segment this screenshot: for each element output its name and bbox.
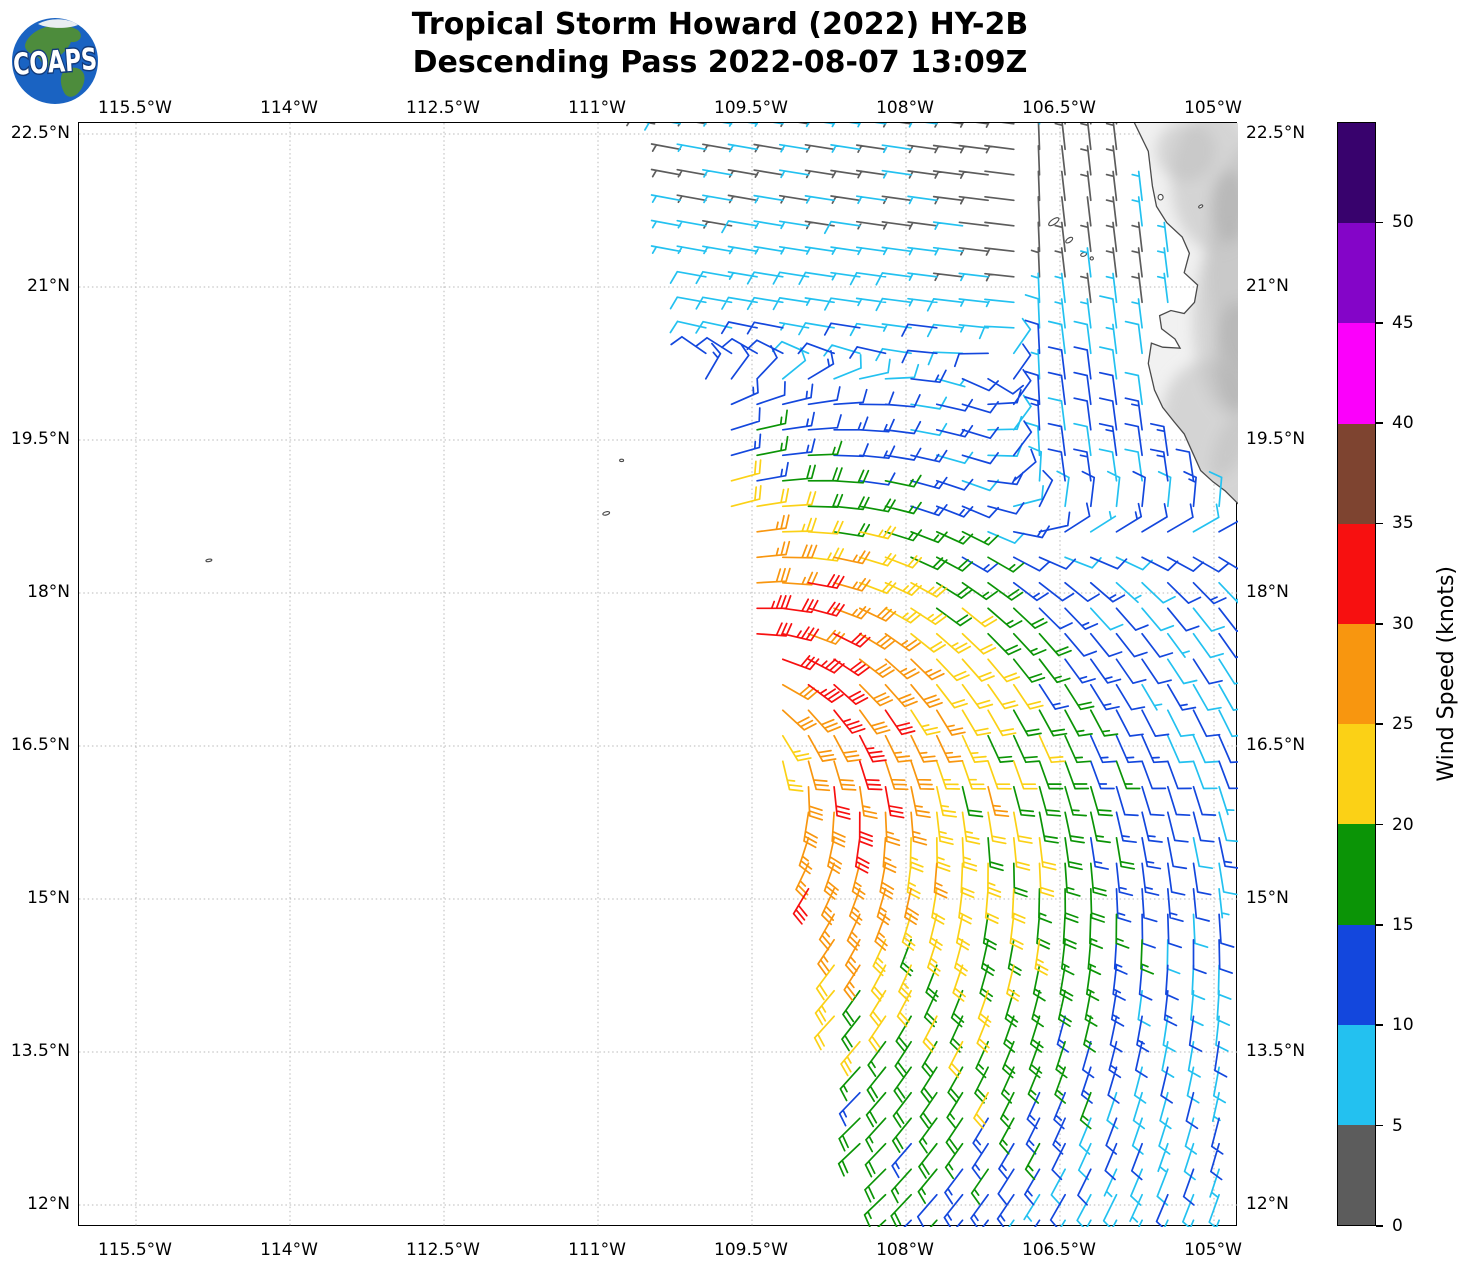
colorbar-tick-label: 15 xyxy=(1392,914,1414,935)
colorbar-tick-label: 50 xyxy=(1392,212,1414,233)
coaps-logo: COAPS xyxy=(10,18,100,104)
colorbar-tick-label: 10 xyxy=(1392,1015,1414,1036)
colorbar-tick-mark xyxy=(1376,321,1383,324)
y-tick-label-right: 16.5°N xyxy=(1246,735,1306,755)
colorbar-segment xyxy=(1338,623,1375,725)
y-tick-label-left: 16.5°N xyxy=(10,735,70,755)
y-tick-label-left: 18°N xyxy=(27,582,70,602)
colorbar-segment xyxy=(1338,1024,1375,1125)
wind-barbs-layer xyxy=(626,123,1238,1227)
map-plot-area xyxy=(78,122,1238,1227)
x-tick-label-top: 106.5°W xyxy=(1022,98,1096,118)
colorbar-tick-mark xyxy=(1376,1225,1383,1227)
colorbar xyxy=(1337,122,1376,1226)
y-tick-label-right: 18°N xyxy=(1246,582,1289,602)
colorbar-tick-label: 30 xyxy=(1392,613,1414,634)
colorbar-segment xyxy=(1338,1124,1375,1226)
colorbar-tick-label: 20 xyxy=(1392,814,1414,835)
y-tick-label-right: 13.5°N xyxy=(1246,1041,1306,1061)
map-canvas xyxy=(79,123,1238,1227)
colorbar-segment xyxy=(1338,423,1375,524)
chart-title-line2: Descending Pass 2022-08-07 13:09Z xyxy=(412,45,1028,80)
colorbar-tick-mark xyxy=(1376,1124,1383,1127)
x-tick-label-top: 109.5°W xyxy=(714,98,788,118)
chart-title: Tropical Storm Howard (2022) HY-2B Desce… xyxy=(78,6,1362,82)
colorbar-tick-mark xyxy=(1376,522,1383,525)
colorbar-segment xyxy=(1338,824,1375,925)
colorbar-tick-mark xyxy=(1376,422,1383,424)
x-tick-label-bottom: 108°W xyxy=(876,1240,934,1260)
colorbar-title-wrap: Wind Speed (knots) xyxy=(1420,122,1472,1226)
colorbar-tick-mark xyxy=(1376,623,1383,625)
x-tick-label-bottom: 106.5°W xyxy=(1022,1240,1096,1260)
colorbar-segment xyxy=(1338,223,1375,324)
colorbar-segment xyxy=(1338,323,1375,424)
colorbar-tick-label: 0 xyxy=(1392,1216,1403,1236)
logo-text: COAPS xyxy=(12,42,98,83)
x-tick-label-top: 105°W xyxy=(1184,98,1242,118)
x-tick-label-bottom: 111°W xyxy=(568,1240,626,1260)
ice-cap xyxy=(38,19,78,28)
y-tick-label-right: 12°N xyxy=(1246,1194,1289,1214)
y-tick-label-left: 21°N xyxy=(27,276,70,296)
north-america-landmass xyxy=(25,25,81,70)
x-tick-label-top: 111°W xyxy=(568,98,626,118)
colorbar-segment xyxy=(1338,924,1375,1025)
colorbar-tick-label: 45 xyxy=(1392,312,1414,333)
x-tick-label-bottom: 109.5°W xyxy=(714,1240,788,1260)
x-tick-label-bottom: 115.5°W xyxy=(98,1240,172,1260)
colorbar-title: Wind Speed (knots) xyxy=(1433,566,1459,782)
colorbar-tick-label: 40 xyxy=(1392,413,1414,434)
colorbar-tick-mark xyxy=(1376,1024,1383,1027)
x-tick-label-bottom: 114°W xyxy=(260,1240,318,1260)
y-tick-label-right: 15°N xyxy=(1246,888,1289,908)
y-tick-label-left: 12°N xyxy=(27,1194,70,1214)
x-tick-label-bottom: 112.5°W xyxy=(406,1240,480,1260)
y-tick-label-left: 13.5°N xyxy=(10,1041,70,1061)
colorbar-segment xyxy=(1338,724,1375,825)
colorbar-tick-mark xyxy=(1376,924,1383,926)
colorbar-tick-mark xyxy=(1376,723,1383,725)
y-tick-label-right: 21°N xyxy=(1246,276,1289,296)
colorbar-tick-label: 35 xyxy=(1392,513,1414,534)
x-tick-label-top: 115.5°W xyxy=(98,98,172,118)
south-america-landmass xyxy=(60,67,85,97)
colorbar-segment xyxy=(1338,123,1375,224)
x-tick-label-top: 114°W xyxy=(260,98,318,118)
colorbar-tick-mark xyxy=(1376,221,1383,224)
x-tick-label-bottom: 105°W xyxy=(1184,1240,1242,1260)
colorbar-tick-label: 25 xyxy=(1392,714,1414,735)
colorbar-tick-mark xyxy=(1376,823,1383,826)
y-tick-label-left: 15°N xyxy=(27,888,70,908)
y-tick-label-left: 22.5°N xyxy=(10,123,70,143)
y-tick-label-left: 19.5°N xyxy=(10,429,70,449)
colorbar-tick-label: 5 xyxy=(1392,1115,1403,1136)
chart-title-line1: Tropical Storm Howard (2022) HY-2B xyxy=(411,7,1029,42)
colorbar-segment xyxy=(1338,523,1375,624)
y-tick-label-right: 22.5°N xyxy=(1246,123,1306,143)
x-tick-label-top: 108°W xyxy=(876,98,934,118)
x-tick-label-top: 112.5°W xyxy=(406,98,480,118)
y-tick-label-right: 19.5°N xyxy=(1246,429,1306,449)
